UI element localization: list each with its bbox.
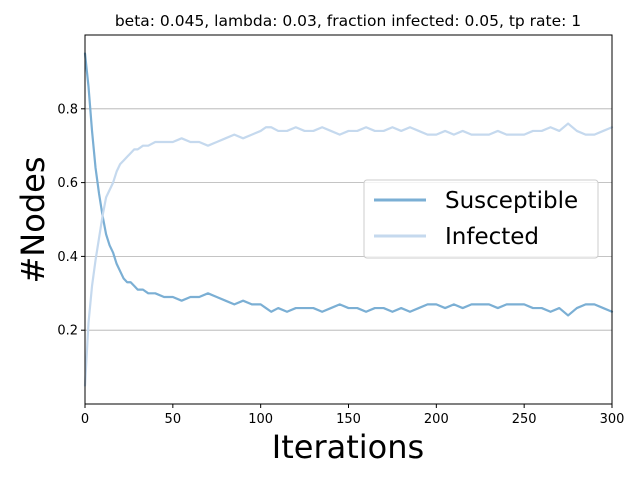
y-tick-label: 0.2 <box>57 324 78 339</box>
x-tick-label: 200 <box>424 412 449 427</box>
x-tick-label: 0 <box>81 412 89 427</box>
chart-title: beta: 0.045, lambda: 0.03, fraction infe… <box>115 12 581 30</box>
y-tick-label: 0.8 <box>57 102 78 117</box>
series-layer <box>83 52 614 387</box>
x-tick-label: 50 <box>165 412 182 427</box>
y-axis-label: #Nodes <box>14 157 52 284</box>
x-tick-label: 150 <box>336 412 361 427</box>
legend-label-susceptible: Susceptible <box>445 188 578 214</box>
ticks-layer: 0.2 0.4 0.6 0.8 0 50 100 150 200 250 300 <box>57 102 624 427</box>
x-tick-label: 300 <box>600 412 625 427</box>
y-tick-label: 0.4 <box>57 250 78 265</box>
x-tick-label: 250 <box>512 412 537 427</box>
series-line-susceptible <box>83 52 614 317</box>
legend: Susceptible Infected <box>363 179 599 259</box>
legend-label-infected: Infected <box>445 224 539 250</box>
x-axis-label: Iterations <box>272 428 424 466</box>
y-tick-label: 0.6 <box>57 176 78 191</box>
x-tick-label: 100 <box>248 412 273 427</box>
series-line-infected <box>83 122 614 387</box>
